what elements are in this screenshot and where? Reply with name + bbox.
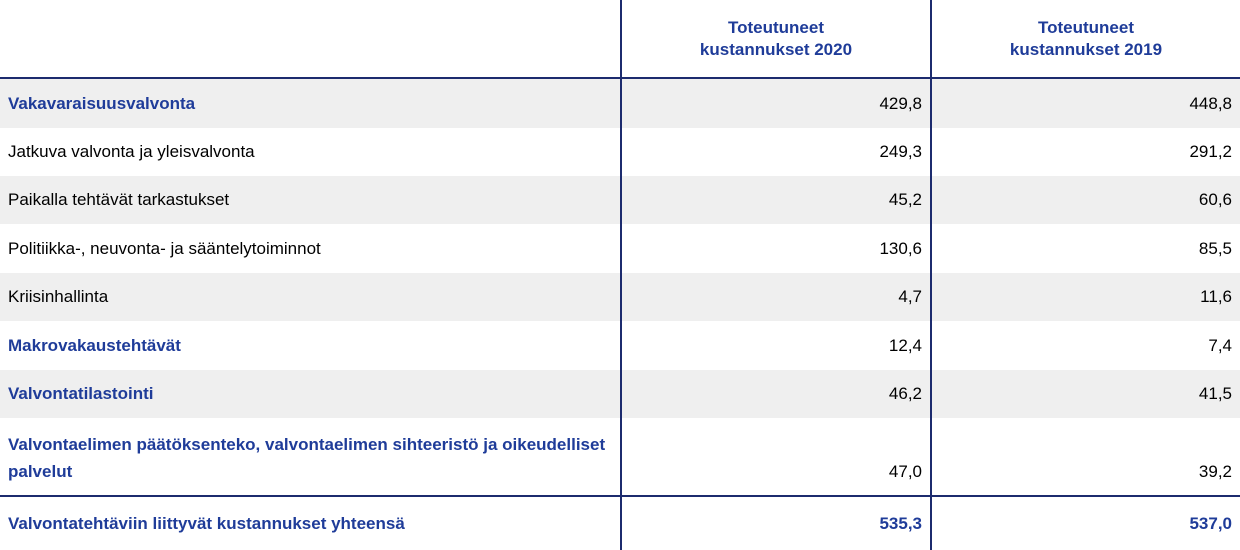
cell-value: 46,2 [620, 370, 931, 418]
cell-value: 41,5 [930, 370, 1240, 418]
cell-value: 47,0 [620, 418, 931, 496]
table-row: Vakavaraisuusvalvonta 429,8 448,8 [0, 78, 1240, 128]
table-row: Kriisinhallinta 4,7 11,6 [0, 273, 1240, 321]
cell-value: 429,8 [620, 78, 931, 128]
cell-value: 291,2 [930, 128, 1240, 176]
cell-value: 535,3 [620, 495, 931, 550]
header-cell [0, 0, 621, 79]
table-row: Jatkuva valvonta ja yleisvalvonta 249,3 29… [0, 128, 1240, 176]
table-row: Makrovakaustehtävät 12,4 7,4 [0, 321, 1240, 370]
header-row: Toteutuneet kustannukset 2020 Toteutunee… [0, 0, 1240, 79]
header-cell: Toteutuneet kustannukset 2020 [620, 0, 931, 79]
header-text: Toteutuneet kustannukset 2020 [699, 17, 853, 59]
cell-value: 130,6 [620, 224, 931, 273]
cell-value: 537,0 [930, 495, 1240, 550]
row-label: Valvontaelimen päätöksenteko, valvontael… [8, 435, 606, 481]
row-label: Jatkuva valvonta ja yleisvalvonta [8, 142, 255, 161]
header-text: Toteutuneet kustannukset 2019 [1009, 17, 1163, 59]
row-label: Paikalla tehtävät tarkastukset [0, 176, 621, 224]
cell-value: 249,3 [620, 128, 931, 176]
row-label: Valvontatehtäviin liittyvät kustannukset… [0, 495, 621, 550]
cell-value: 448,8 [930, 78, 1240, 128]
table-row: Paikalla tehtävät tarkastukset 45,2 60,6 [0, 176, 1240, 224]
header-cell: Toteutuneet kustannukset 2019 [930, 0, 1240, 79]
table-row: Valvontaelimen päätöksenteko, valvontael… [0, 418, 1240, 496]
table-row: Valvontatilastointi 46,2 41,5 [0, 370, 1240, 418]
cell-value: 11,6 [930, 273, 1240, 321]
row-label: Makrovakaustehtävät [8, 335, 181, 355]
cell-value: 7,4 [930, 321, 1240, 370]
table-row: Politiikka-, neuvonta- ja sääntelytoimin… [0, 224, 1240, 273]
cell-value: 4,7 [620, 273, 931, 321]
row-label: Kriisinhallinta [0, 273, 621, 321]
row-label: Politiikka-, neuvonta- ja sääntelytoimin… [8, 238, 321, 258]
cell-value: 60,6 [930, 176, 1240, 224]
cell-value: 85,5 [930, 224, 1240, 273]
row-label: Valvontatilastointi [0, 370, 621, 418]
cell-value: 45,2 [620, 176, 931, 224]
cell-value: 39,2 [930, 418, 1240, 496]
cell-value: 12,4 [620, 321, 931, 370]
row-label: Vakavaraisuusvalvonta [0, 78, 621, 128]
table-row: Valvontatehtäviin liittyvät kustannukset… [0, 495, 1240, 550]
table-body: Vakavaraisuusvalvonta 429,8 448,8 Jatkuva v… [0, 78, 1240, 550]
